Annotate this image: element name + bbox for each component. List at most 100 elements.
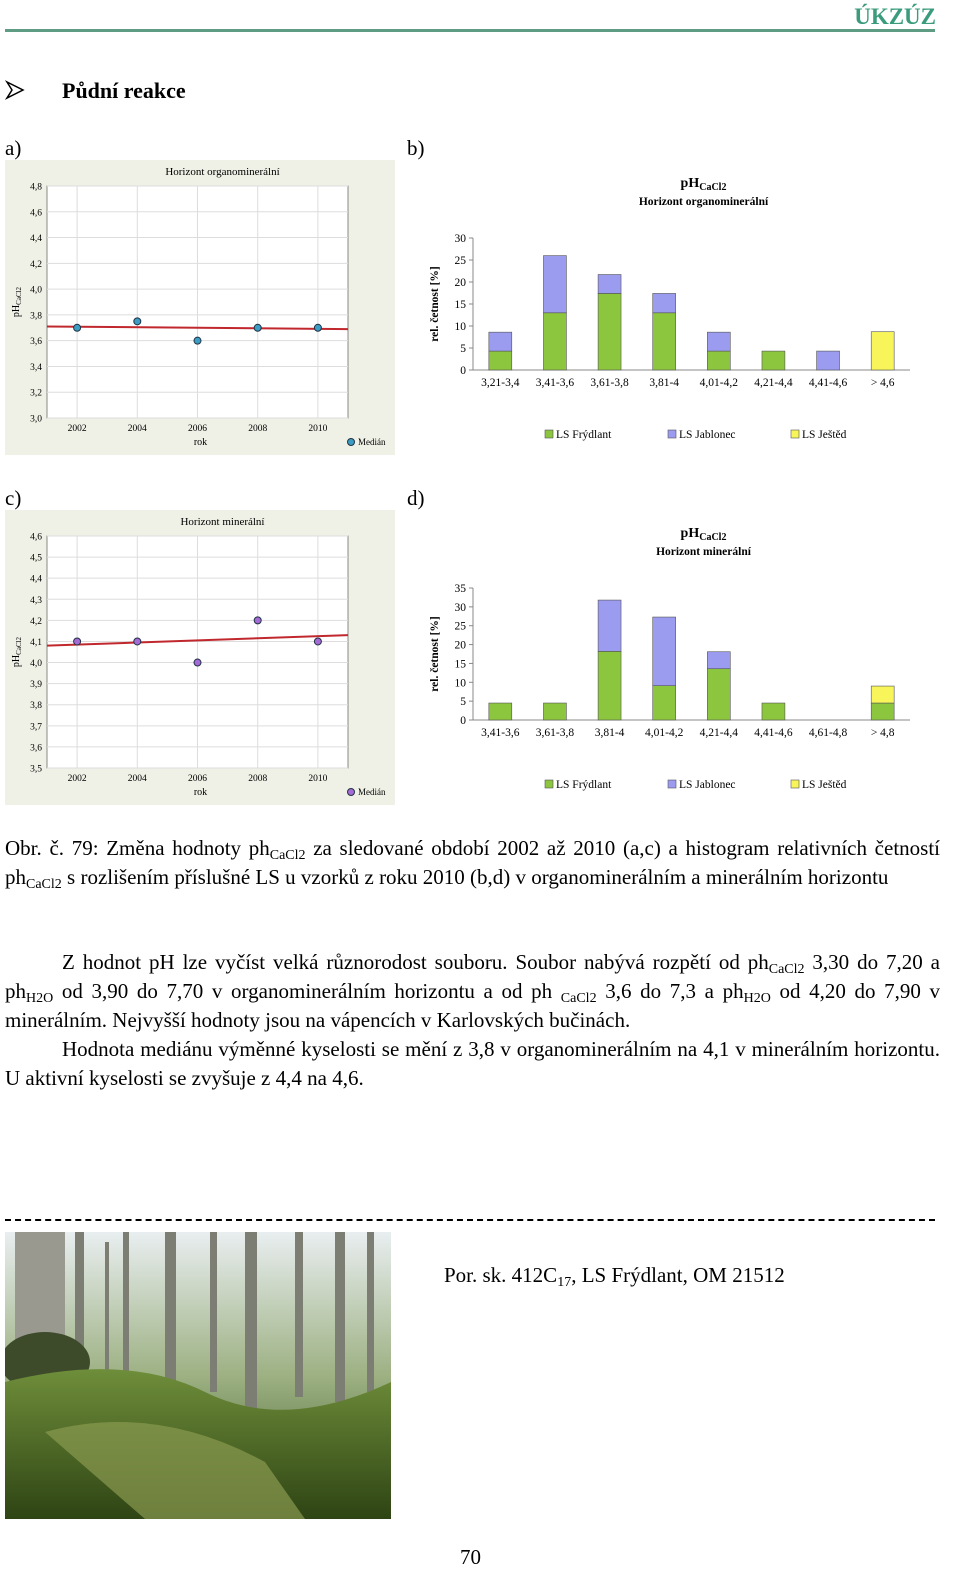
- trend-line: [46, 634, 349, 647]
- y-tick-label: 15: [455, 658, 467, 670]
- y-axis-label-sub: CaCl2: [15, 286, 23, 304]
- y-tick-label: 0: [460, 715, 466, 727]
- text-run: Hodnota mediánu výměnné kyselosti se měn…: [5, 1037, 940, 1090]
- y-tick-label: 10: [455, 677, 467, 689]
- legend-swatch: [790, 779, 800, 789]
- bar-segment: [543, 255, 567, 314]
- bar-segment: [543, 702, 567, 721]
- data-point: [73, 323, 82, 332]
- y-tick-label: 3,6: [30, 743, 42, 753]
- chart-title: pHCaCl2: [681, 526, 727, 543]
- x-tick-label: 2006: [188, 774, 207, 784]
- legend-swatch: [667, 429, 677, 439]
- legend-label: LS Jablonec: [679, 429, 736, 441]
- legend-label: LS Ještěd: [802, 779, 847, 791]
- x-tick-label: 4,61-4,8: [809, 727, 848, 739]
- x-tick-label: 2002: [68, 774, 87, 784]
- y-tick-label: 4,5: [30, 554, 42, 564]
- y-tick-label: 30: [455, 233, 467, 245]
- y-tick-label: 3,2: [30, 389, 42, 399]
- text-run: Z hodnot pH lze vyčíst velká různorodost…: [62, 950, 769, 974]
- x-tick-label: 2010: [308, 424, 327, 434]
- x-tick-label: 2008: [248, 424, 267, 434]
- x-tick-label: > 4,6: [871, 377, 895, 389]
- text-run: Por. sk. 412C: [444, 1263, 558, 1287]
- data-point: [133, 317, 142, 326]
- chart-title: Horizont minerální: [180, 516, 264, 528]
- bar-segment: [870, 702, 895, 721]
- y-tick-label: 4,2: [30, 260, 42, 270]
- legend-label: Medián: [358, 437, 386, 447]
- subscript: CaCl2: [269, 848, 306, 863]
- bullet-arrow: [5, 80, 25, 100]
- bar-segment: [543, 312, 567, 371]
- panel-label: d): [407, 486, 425, 510]
- x-tick-label: 2002: [68, 424, 87, 434]
- y-tick-label: 4,0: [30, 659, 42, 669]
- x-tick-label: 3,61-3,8: [590, 377, 629, 389]
- x-tick-label: 3,81-4: [649, 377, 679, 389]
- bar-segment: [597, 274, 622, 294]
- y-axis-label-sub: CaCl2: [15, 636, 23, 654]
- x-tick-label: 2004: [128, 774, 147, 784]
- y-tick-label: 25: [455, 255, 467, 267]
- chart-title-main: pH: [681, 176, 700, 191]
- paragraph: Z hodnot pH lze vyčíst velká různorodost…: [5, 948, 940, 1035]
- chart-title-main: pH: [681, 526, 700, 541]
- x-tick-label: 3,81-4: [595, 727, 625, 739]
- page-number: 70: [460, 1545, 481, 1569]
- y-tick-label: 3,6: [30, 337, 42, 347]
- x-tick-label: 2010: [308, 774, 327, 784]
- paragraph: Hodnota mediánu výměnné kyselosti se měn…: [5, 1035, 940, 1093]
- y-tick-label: 4,6: [30, 533, 42, 543]
- bar-segment: [597, 651, 622, 721]
- data-point: [193, 658, 202, 667]
- bar-segment: [597, 599, 622, 652]
- y-tick-label: 4,0: [30, 286, 42, 296]
- chart-title-sub: CaCl2: [699, 532, 726, 543]
- y-tick-label: 30: [455, 602, 467, 614]
- y-tick-label: 4,4: [30, 234, 42, 244]
- y-axis-label-main: pH: [11, 305, 22, 317]
- y-tick-label: 10: [455, 321, 467, 333]
- section-title: Půdní reakce: [62, 78, 186, 103]
- legend-label: LS Ještěd: [802, 429, 847, 441]
- y-tick-label: 3,9: [30, 680, 42, 690]
- bar-segment: [488, 350, 513, 371]
- subscript: CaCl2: [26, 877, 62, 892]
- x-tick-label: 2004: [128, 424, 147, 434]
- panel-label: a): [5, 136, 22, 160]
- subscript: 17: [557, 1275, 572, 1290]
- legend-marker: [347, 438, 355, 446]
- bar-segment: [870, 685, 895, 704]
- y-tick-label: 3,8: [30, 701, 42, 711]
- subscript: H2O: [743, 991, 771, 1006]
- x-tick-label: 3,21-3,4: [481, 377, 520, 389]
- bar-segment: [707, 668, 731, 721]
- legend-label: Medián: [358, 787, 386, 797]
- y-tick-label: 3,0: [30, 415, 42, 425]
- bar-segment: [761, 350, 786, 371]
- chart-subtitle: Horizont organominerální: [639, 196, 769, 208]
- text-run: od 3,90 do 7,70 v organominerálním horiz…: [53, 979, 561, 1003]
- bar-segment: [652, 293, 676, 314]
- chart-title: Horizont organominerální: [165, 166, 279, 178]
- y-tick-label: 25: [455, 621, 467, 633]
- legend-swatch: [544, 779, 554, 789]
- x-tick-label: > 4,8: [871, 727, 895, 739]
- bar-segment: [707, 331, 731, 352]
- bar-segment: [488, 702, 513, 721]
- x-tick-label: 4,01-4,2: [700, 377, 739, 389]
- y-axis-label: rel. četnost [%]: [429, 266, 441, 341]
- legend-label: LS Frýdlant: [556, 779, 612, 791]
- chart: Horizont organominerální 3,0 3,2 3,4 3,6 3,8 4…: [5, 160, 395, 455]
- text-run: za sledované období 2002 až 2010 (a,c) a…: [5, 836, 941, 889]
- x-tick-label: 2006: [188, 424, 207, 434]
- x-tick-label: 3,61-3,8: [536, 727, 575, 739]
- x-axis-label: rok: [194, 787, 207, 798]
- text-run: 3,30 do 7,20 a ph: [5, 950, 940, 1003]
- data-point: [313, 323, 322, 332]
- legend-label: LS Frýdlant: [556, 429, 612, 441]
- y-tick-label: 5: [460, 343, 466, 355]
